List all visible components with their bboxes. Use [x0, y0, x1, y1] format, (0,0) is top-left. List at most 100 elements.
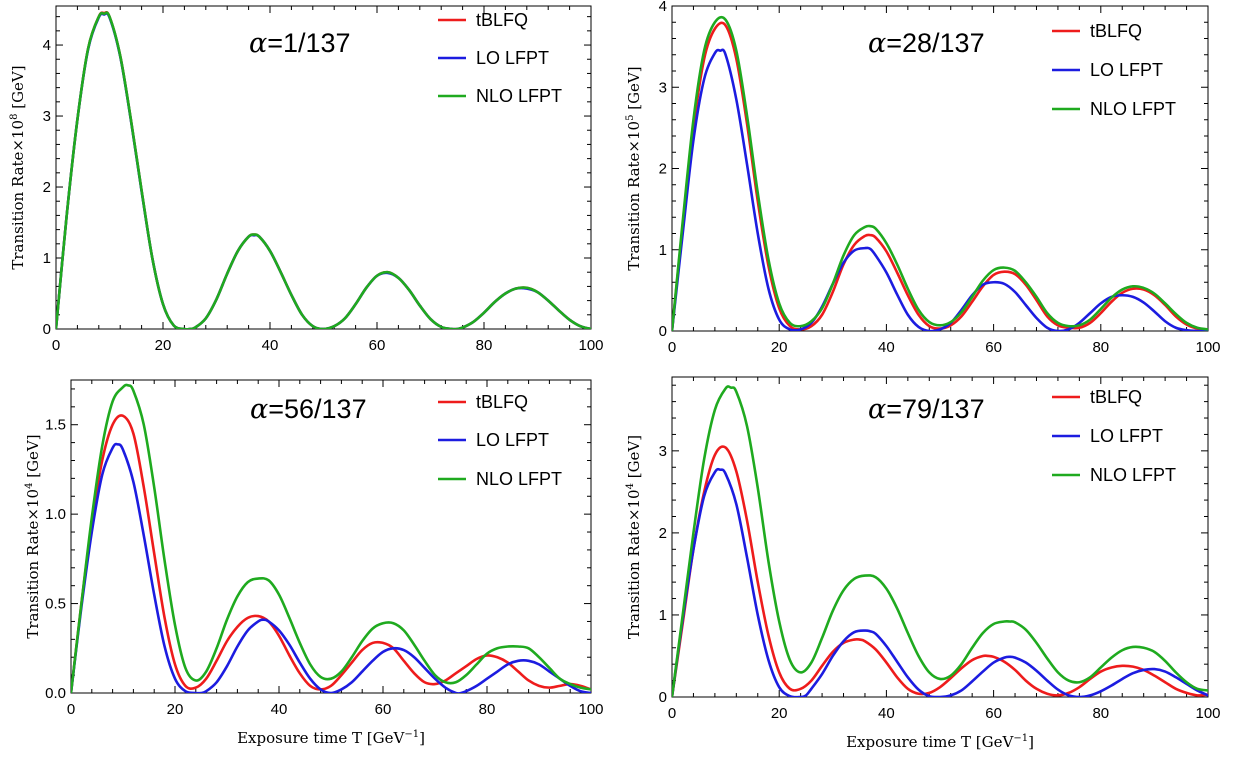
y-tick-label: 2: [659, 525, 667, 542]
x-axis-title-suffix: ]: [1028, 733, 1034, 751]
y-tick-label: 3: [659, 79, 667, 96]
y-tick-label: 0.5: [45, 596, 66, 613]
y-axis-title: Transition Rate×104 [GeV]: [24, 434, 42, 638]
y-axis-title: Transition Rate×108 [GeV]: [9, 65, 27, 269]
legend-label-tblfq: tBLFQ: [476, 392, 528, 412]
alpha-value: =79/137: [886, 394, 984, 424]
series-line-tblfq: [71, 414, 591, 693]
x-axis-title-main: Exposure time T [GeV: [237, 729, 405, 747]
alpha-value: =56/137: [268, 394, 366, 424]
y-tick-label: 0: [659, 689, 667, 706]
y-axis-title-main: Transition Rate×10: [625, 489, 643, 639]
alpha-symbol: α: [249, 28, 267, 59]
series-group: [71, 383, 591, 693]
y-tick-label: 3: [43, 108, 51, 125]
x-tick-label: 20: [167, 701, 184, 718]
y-axis-title-exponent: 8: [9, 114, 20, 120]
y-tick-label: 2: [659, 161, 667, 178]
y-axis-title: Transition Rate×105 [GeV]: [625, 66, 643, 270]
y-axis-title-unit: [GeV]: [24, 434, 42, 482]
series-line-nlo-lfpt: [56, 11, 591, 329]
y-tick-label: 2: [43, 179, 51, 196]
x-tick-label: 40: [262, 337, 279, 354]
x-tick-label: 100: [1195, 339, 1220, 356]
y-tick-label: 1: [659, 242, 667, 259]
chart-panel-top-right: 0 20 40 60 80 100 0 1 2 3 4 Transition Rate×105 [Ge…: [625, 0, 1221, 356]
y-axis-title-exponent: 4: [625, 483, 636, 489]
y-tick-label: 1.5: [45, 417, 66, 434]
x-tick-label: 40: [271, 701, 288, 718]
y-tick-label: 1.0: [45, 506, 66, 523]
y-axis-title-unit: [GeV]: [625, 435, 643, 483]
x-axis-title-exponent: −1: [1013, 733, 1028, 744]
x-axis-title-suffix: ]: [419, 729, 425, 747]
series-group: [672, 385, 1208, 697]
y-tick-label: 4: [659, 0, 667, 15]
y-axis-title-main: Transition Rate×10: [24, 489, 42, 639]
series-group: [672, 15, 1208, 331]
x-tick-label: 60: [375, 701, 392, 718]
legend-label-nlo-lfpt: NLO LFPT: [1090, 465, 1176, 485]
alpha-annotation: α=79/137: [868, 394, 985, 425]
y-axis-title-main: Transition Rate×10: [625, 121, 643, 271]
y-tick-label: 3: [659, 443, 667, 460]
legend-label-lo-lfpt: LO LFPT: [1090, 426, 1163, 446]
legend-label-tblfq: tBLFQ: [1090, 21, 1142, 41]
x-tick-label: 20: [155, 337, 172, 354]
x-tick-label: 0: [668, 339, 676, 356]
x-tick-label: 0: [52, 337, 60, 354]
y-tick-label: 0.0: [45, 685, 66, 702]
legend-label-nlo-lfpt: NLO LFPT: [1090, 99, 1176, 119]
x-tick-label: 40: [878, 339, 895, 356]
x-tick-label: 60: [369, 337, 386, 354]
series-line-nlo-lfpt: [672, 385, 1208, 697]
x-tick-label: 100: [1195, 705, 1220, 722]
series-line-tblfq: [672, 445, 1208, 697]
alpha-annotation: α=56/137: [250, 394, 367, 425]
x-axis-title: Exposure time T [GeV−1]: [237, 729, 425, 747]
x-axis-title: Exposure time T [GeV−1]: [846, 733, 1034, 751]
y-tick-label: 0: [43, 321, 51, 338]
x-tick-label: 80: [1092, 705, 1109, 722]
series-line-lo-lfpt: [672, 467, 1208, 697]
x-tick-label: 60: [985, 339, 1002, 356]
y-axis-title-main: Transition Rate×10: [9, 120, 27, 270]
y-tick-label: 0: [659, 323, 667, 340]
legend-label-nlo-lfpt: NLO LFPT: [476, 469, 562, 489]
alpha-symbol: α: [868, 28, 886, 59]
legend-label-lo-lfpt: LO LFPT: [1090, 60, 1163, 80]
y-tick-label: 1: [43, 250, 51, 267]
y-tick-label: 4: [43, 37, 51, 54]
series-line-nlo-lfpt: [71, 383, 591, 693]
legend-label-lo-lfpt: LO LFPT: [476, 430, 549, 450]
alpha-value: =28/137: [886, 28, 984, 58]
x-tick-label: 80: [476, 337, 493, 354]
legend-label-lo-lfpt: LO LFPT: [476, 48, 549, 68]
y-axis-title-exponent: 4: [24, 483, 35, 489]
y-axis-title: Transition Rate×104 [GeV]: [625, 435, 643, 639]
series-group: [56, 10, 591, 329]
legend-label-tblfq: tBLFQ: [1090, 387, 1142, 407]
alpha-value: =1/137: [267, 28, 350, 58]
y-axis-title-exponent: 5: [625, 115, 636, 121]
chart-panel-bottom-right: 0 20 40 60 80 100 0 1 2 3 Transition Rate×104 [GeV…: [625, 376, 1221, 751]
x-tick-label: 100: [578, 701, 603, 718]
alpha-annotation: α=28/137: [868, 28, 985, 59]
x-tick-label: 40: [878, 705, 895, 722]
x-tick-label: 20: [771, 705, 788, 722]
alpha-symbol: α: [868, 394, 886, 425]
x-tick-label: 0: [668, 705, 676, 722]
x-tick-label: 80: [1092, 339, 1109, 356]
x-tick-label: 60: [985, 705, 1002, 722]
y-tick-label: 1: [659, 607, 667, 624]
alpha-symbol: α: [250, 394, 268, 425]
x-axis-title-exponent: −1: [404, 729, 419, 740]
alpha-annotation: α=1/137: [249, 28, 351, 59]
chart-panel-top-left: 0 20 40 60 80 100 0 1 2 3 4 Transition Rate×108 [Ge…: [9, 5, 604, 354]
y-axis-title-unit: [GeV]: [625, 66, 643, 114]
x-tick-label: 80: [479, 701, 496, 718]
x-axis-title-main: Exposure time T [GeV: [846, 733, 1014, 751]
legend-label-nlo-lfpt: NLO LFPT: [476, 86, 562, 106]
x-tick-label: 100: [578, 337, 603, 354]
